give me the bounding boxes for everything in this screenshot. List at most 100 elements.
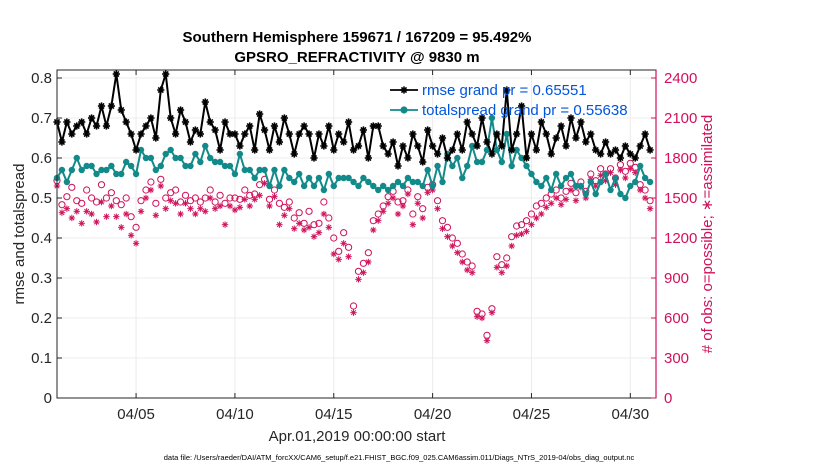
assimilated-point-79: [444, 233, 451, 240]
possible-point-73: [414, 193, 422, 201]
totalspread-point-102: [557, 182, 565, 190]
rmse-point-19: [147, 114, 155, 122]
assimilated-point-94: [518, 230, 525, 238]
assimilated-point-20: [152, 212, 160, 219]
assimilated-point-88: [488, 309, 496, 316]
y-axis-right-ticks: 0 300 600 900 1200 1500 1800 2100 2400: [651, 70, 697, 407]
possible-point-7: [87, 194, 96, 202]
totalspread-point-24: [172, 154, 179, 162]
rmse-point-60: [349, 146, 358, 154]
totalspread-point-26: [182, 162, 189, 170]
possible-point-93: [513, 222, 521, 230]
assimilated-point-17: [137, 208, 145, 215]
totalspread-point-33: [216, 158, 224, 166]
assimilated-point-58: [340, 240, 347, 247]
rmse-point-108: [587, 130, 595, 138]
possible-point-99: [542, 194, 550, 202]
possible-point-1: [58, 201, 66, 209]
totalspread-point-5: [78, 166, 85, 174]
assimilated-point-114: [617, 166, 624, 174]
totalspread-point-69: [394, 178, 402, 186]
totalspread-point-56: [330, 182, 337, 190]
totalspread-point-75: [424, 166, 431, 174]
legend-rmse-marker: [400, 86, 408, 94]
rmse-point-101: [552, 134, 560, 142]
totalspread-point-90: [498, 158, 506, 166]
totalspread-point-42: [261, 166, 268, 174]
totalspread-point-115: [622, 194, 629, 202]
rmse-point-34: [221, 118, 229, 126]
y-left-tick-label-7: 0.7: [31, 110, 52, 127]
assimilated-point-6: [83, 208, 90, 215]
assimilated-point-87: [483, 337, 491, 344]
totalspread-point-101: [552, 170, 560, 178]
possible-point-110: [597, 165, 605, 173]
totalspread-point-8: [93, 170, 100, 178]
assimilated-point-37: [236, 204, 244, 211]
possible-point-3: [68, 183, 76, 191]
rmse-point-59: [344, 118, 353, 126]
assimilated-point-70: [399, 202, 407, 210]
totalspread-point-18: [142, 154, 150, 162]
assimilated-point-116: [627, 165, 634, 172]
rmse-point-69: [394, 162, 402, 170]
totalspread-point-40: [251, 174, 258, 182]
possible-point-77: [433, 197, 442, 205]
assimilated-point-80: [449, 242, 456, 250]
rmse-point-77: [433, 150, 442, 158]
possible-point-31: [206, 186, 214, 194]
rmse-point-116: [626, 150, 634, 158]
assimilated-point-63: [365, 258, 372, 266]
possible-point-6: [83, 186, 91, 194]
possible-point-49: [295, 209, 303, 217]
possible-point-47: [285, 198, 293, 206]
assimilated-point-26: [182, 200, 189, 207]
totalspread-point-105: [572, 182, 580, 190]
y-left-tick-label-1: 0.1: [31, 350, 52, 367]
y-right-tick-label-2: 600: [664, 310, 689, 327]
y-left-tick-label-4: 0.4: [31, 230, 52, 247]
totalspread-point-22: [162, 150, 169, 158]
rmse-point-81: [453, 130, 461, 138]
totalspread-point-39: [246, 166, 253, 174]
rmse-point-90: [498, 142, 506, 150]
rmse-point-45: [275, 138, 284, 146]
rmse-point-99: [542, 130, 550, 138]
possible-point-24: [172, 186, 180, 194]
totalspread-point-106: [577, 182, 585, 190]
rmse-point-13: [117, 106, 125, 114]
rmse-point-63: [364, 154, 372, 162]
possible-point-45: [275, 199, 284, 207]
totalspread-point-114: [617, 190, 624, 198]
rmse-point-112: [606, 150, 615, 158]
possible-point-72: [409, 210, 417, 218]
assimilated-point-41: [256, 192, 263, 199]
totalspread-point-44: [271, 166, 278, 174]
totalspread-point-61: [355, 182, 362, 190]
rmse-point-72: [409, 130, 417, 138]
totalspread-point-43: [266, 182, 273, 190]
possible-point-26: [181, 191, 190, 199]
totalspread-point-49: [295, 170, 303, 178]
assimilated-point-21: [157, 182, 164, 190]
totalspread-point-10: [103, 166, 110, 174]
totalspread-point-96: [528, 170, 535, 178]
possible-point-16: [132, 223, 140, 231]
assimilated-point-32: [211, 205, 219, 212]
rmse-point-92: [508, 146, 516, 154]
assimilated-point-27: [187, 205, 194, 212]
possible-point-53: [315, 219, 323, 227]
rmse-point-26: [181, 118, 190, 126]
assimilated-point-65: [375, 217, 382, 224]
rmse-point-74: [419, 158, 427, 166]
totalspread-point-31: [207, 154, 214, 162]
possible-point-39: [246, 191, 254, 199]
totalspread-point-109: [592, 190, 599, 198]
rmse-point-33: [216, 146, 224, 154]
y-left-tick-label-2: 0.2: [31, 310, 52, 327]
rmse-point-20: [152, 134, 160, 142]
totalspread-point-99: [543, 174, 550, 182]
totalspread-point-6: [83, 162, 90, 170]
totalspread-point-86: [478, 158, 486, 166]
